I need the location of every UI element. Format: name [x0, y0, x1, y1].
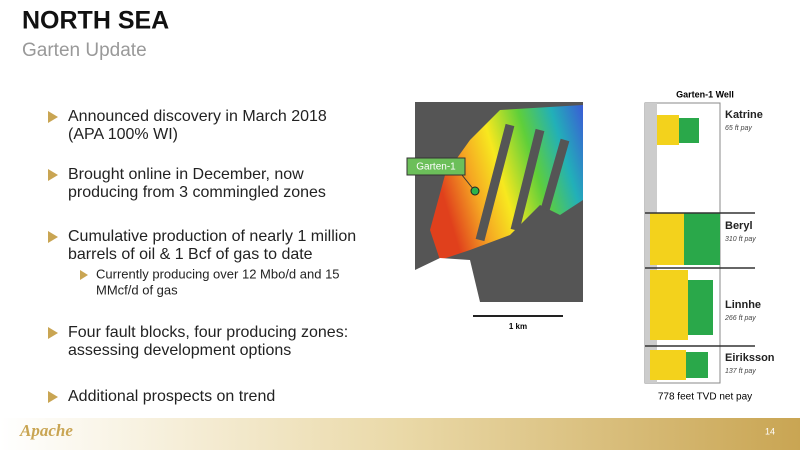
title: NORTH SEA: [22, 7, 169, 35]
pay: [688, 280, 713, 335]
label-box: [406, 157, 466, 176]
zone-name: Katrine: [725, 109, 763, 121]
fault: [475, 123, 570, 242]
pay: [679, 118, 699, 143]
footer-band: [0, 418, 800, 450]
page-number: 14: [765, 426, 775, 436]
zone-pay: 65 ft pay: [725, 125, 752, 132]
sub-bullet-text: Currently producing over 12 Mbo/d and 15: [96, 266, 340, 281]
map: Garten-1 1 km: [406, 102, 583, 331]
bullet-marker: [48, 231, 58, 243]
bullet-text: (APA 100% WI): [68, 126, 178, 143]
zone-pay: 310 ft pay: [725, 236, 756, 243]
sand: [657, 115, 679, 145]
zone-pay: 137 ft pay: [725, 368, 756, 375]
scale-label: 1 km: [509, 322, 527, 331]
logo: Apache: [19, 421, 73, 440]
sub-bullet-marker: [80, 270, 88, 280]
bullet-text: assessing development options: [68, 342, 291, 359]
bullet-marker: [48, 391, 58, 403]
well-dot: [470, 186, 480, 196]
zone-pay: 266 ft pay: [724, 315, 756, 322]
bullet-list: Announced discovery in March 2018(APA 10…: [48, 108, 356, 405]
bullet-text: Four fault blocks, four producing zones:: [68, 324, 348, 341]
bullet-text: Announced discovery in March 2018: [68, 108, 327, 125]
zone-name: Eiriksson: [725, 352, 775, 364]
map-blank: [415, 258, 480, 302]
sand: [650, 350, 686, 380]
sand: [650, 213, 684, 265]
bullet-text: barrels of oil & 1 Bcf of gas to date: [68, 246, 313, 263]
zone-name: Linnhe: [725, 299, 761, 311]
bullet-marker: [48, 169, 58, 181]
bullet-text: Brought online in December, now: [68, 166, 304, 183]
bullet-text: Cumulative production of nearly 1 millio…: [68, 228, 356, 245]
well-log: Garten-1 Well Katrine 65 ft pay Beryl 310 f…: [644, 89, 775, 403]
zone-name: Beryl: [725, 220, 753, 232]
map-surface: [430, 105, 583, 260]
subtitle: Garten Update: [22, 40, 147, 61]
sub-bullet-text: MMcf/d of gas: [96, 282, 178, 297]
zones: Katrine 65 ft pay Beryl 310 ft pay Linnhe 266…: [724, 109, 775, 375]
well-label: Garten-1: [416, 162, 456, 173]
bullet-marker: [48, 111, 58, 123]
bullet-text: producing from 3 commingled zones: [68, 184, 326, 201]
bullet-text: Additional prospects on trend: [68, 388, 275, 405]
pay: [684, 213, 720, 265]
sand: [650, 270, 688, 340]
log-title: Garten-1 Well: [676, 89, 734, 99]
log-total: 778 feet TVD net pay: [658, 392, 752, 403]
bullet-marker: [48, 327, 58, 339]
pointer: [461, 174, 475, 191]
pay: [686, 352, 708, 378]
